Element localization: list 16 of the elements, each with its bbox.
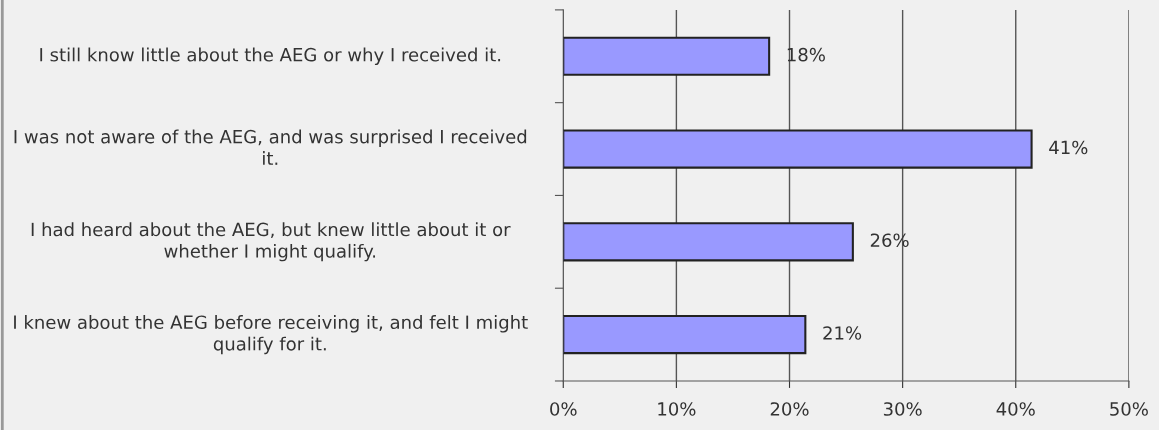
x-tick-label: 20%: [770, 402, 809, 416]
x-tick-label: 10%: [658, 402, 696, 416]
bar: [563, 36, 771, 76]
bar: [563, 129, 1033, 169]
y-tick-label: I was not aware of the AEG, and was surprised I received it.: [14, 129, 527, 165]
x-tick-label: 0%: [550, 402, 577, 416]
y-tick-label: I knew about the AEG before receiving it, and felt I might qualify for it.: [14, 315, 528, 355]
y-tick-label: I still know little about the AEG or why I received it.: [40, 47, 501, 66]
bar: [563, 315, 807, 355]
x-tick-label: 40%: [996, 402, 1035, 416]
data-label: 41%: [1049, 140, 1088, 155]
x-tick-label: 50%: [1110, 402, 1148, 416]
x-tick-label: 30%: [883, 402, 922, 416]
y-tick-label: I had heard about the AEG, but knew little about it or whether I might qualify.: [31, 222, 511, 262]
bar: [563, 222, 854, 262]
data-label: 21%: [823, 326, 862, 340]
